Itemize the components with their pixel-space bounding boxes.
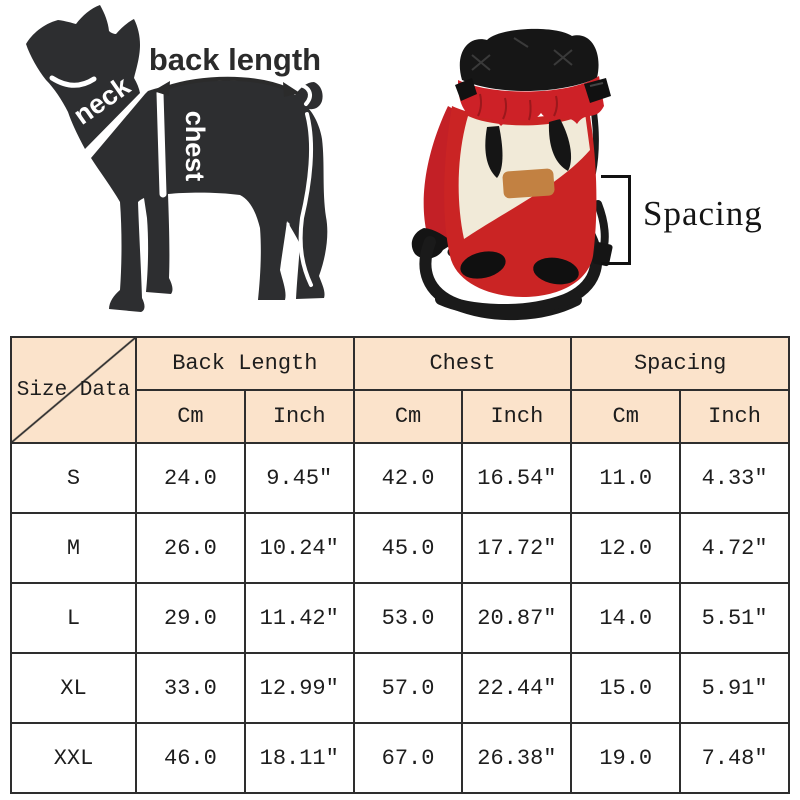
value-cell: 4.33″ [679,442,790,514]
hind-leg-contour-line [298,112,314,287]
pet-carrier-backpack-photo [411,28,613,321]
unit-header: Inch [461,389,573,444]
value-cell: 22.44″ [461,652,573,724]
value-cell: 7.48″ [679,722,790,794]
tail-line [297,83,312,106]
value-cell: 20.87″ [461,582,573,654]
size-cell: XXL [10,722,137,794]
value-cell: 29.0 [135,582,246,654]
size-table: Size Data Back Length Chest Spacing Cm I… [10,336,790,794]
value-cell: 9.45″ [243,442,355,514]
value-cell: 4.72″ [679,512,790,584]
dog-silhouette-icon [26,5,328,312]
value-cell: 12.0 [570,512,682,584]
collar-line [49,75,97,88]
value-cell: 5.51″ [679,582,790,654]
spacing-photo-label: Spacing [643,194,763,233]
value-cell: 26.0 [135,512,246,584]
back-length-arrow-icon [153,76,300,97]
value-cell: 19.0 [570,722,682,794]
value-cell: 42.0 [352,442,464,514]
table-row-xl: XL 33.0 12.99″ 57.0 22.44″ 15.0 5.91″ [10,652,790,724]
group-header-spacing: Spacing [570,336,790,391]
chest-label: chest [180,111,210,182]
value-cell: 24.0 [135,442,246,514]
unit-header: Inch [243,389,355,444]
value-cell: 5.91″ [679,652,790,724]
size-cell: M [10,512,137,584]
dog-measurement-diagram-icon: back length neck chest [26,5,328,312]
table-row-l: L 29.0 11.42″ 53.0 20.87″ 14.0 5.51″ [10,582,790,654]
value-cell: 57.0 [352,652,464,724]
table-row-xxl: XXL 46.0 18.11″ 67.0 26.38″ 19.0 7.48″ [10,722,790,794]
value-cell: 33.0 [135,652,246,724]
unit-header: Cm [570,389,682,444]
corner-cell: Size Data [10,336,137,444]
size-cell: L [10,582,137,654]
size-cell: XL [10,652,137,724]
unit-header: Cm [352,389,464,444]
rear-leg-gap-line [286,222,293,294]
back-length-label: back length [149,42,321,77]
unit-header: Cm [135,389,246,444]
table-row-s: S 24.0 9.45″ 42.0 16.54″ 11.0 4.33″ [10,442,790,514]
value-cell: 10.24″ [243,512,355,584]
value-cell: 45.0 [352,512,464,584]
size-cell: S [10,442,137,514]
group-header-chest: Chest [352,336,573,391]
chest-divider-line [156,89,167,198]
value-cell: 46.0 [135,722,246,794]
group-header-back-length: Back Length [135,336,355,391]
backpack-icon [411,28,613,321]
value-cell: 11.0 [570,442,682,514]
value-cell: 16.54″ [461,442,573,514]
table-row-m: M 26.0 10.24″ 45.0 17.72″ 12.0 4.72″ [10,512,790,584]
spacing-bracket [601,175,631,265]
value-cell: 14.0 [570,582,682,654]
value-cell: 18.11″ [243,722,355,794]
brand-patch [502,168,555,199]
table-unit-header-row: Cm Inch Cm Inch Cm Inch [11,389,790,444]
value-cell: 11.42″ [243,582,355,654]
unit-header: Inch [679,389,790,444]
value-cell: 53.0 [352,582,464,654]
value-cell: 67.0 [352,722,464,794]
value-cell: 15.0 [570,652,682,724]
value-cell: 12.99″ [243,652,355,724]
value-cell: 26.38″ [461,722,573,794]
value-cell: 17.72″ [461,512,573,584]
table-group-header-row: Size Data Back Length Chest Spacing [10,336,790,444]
